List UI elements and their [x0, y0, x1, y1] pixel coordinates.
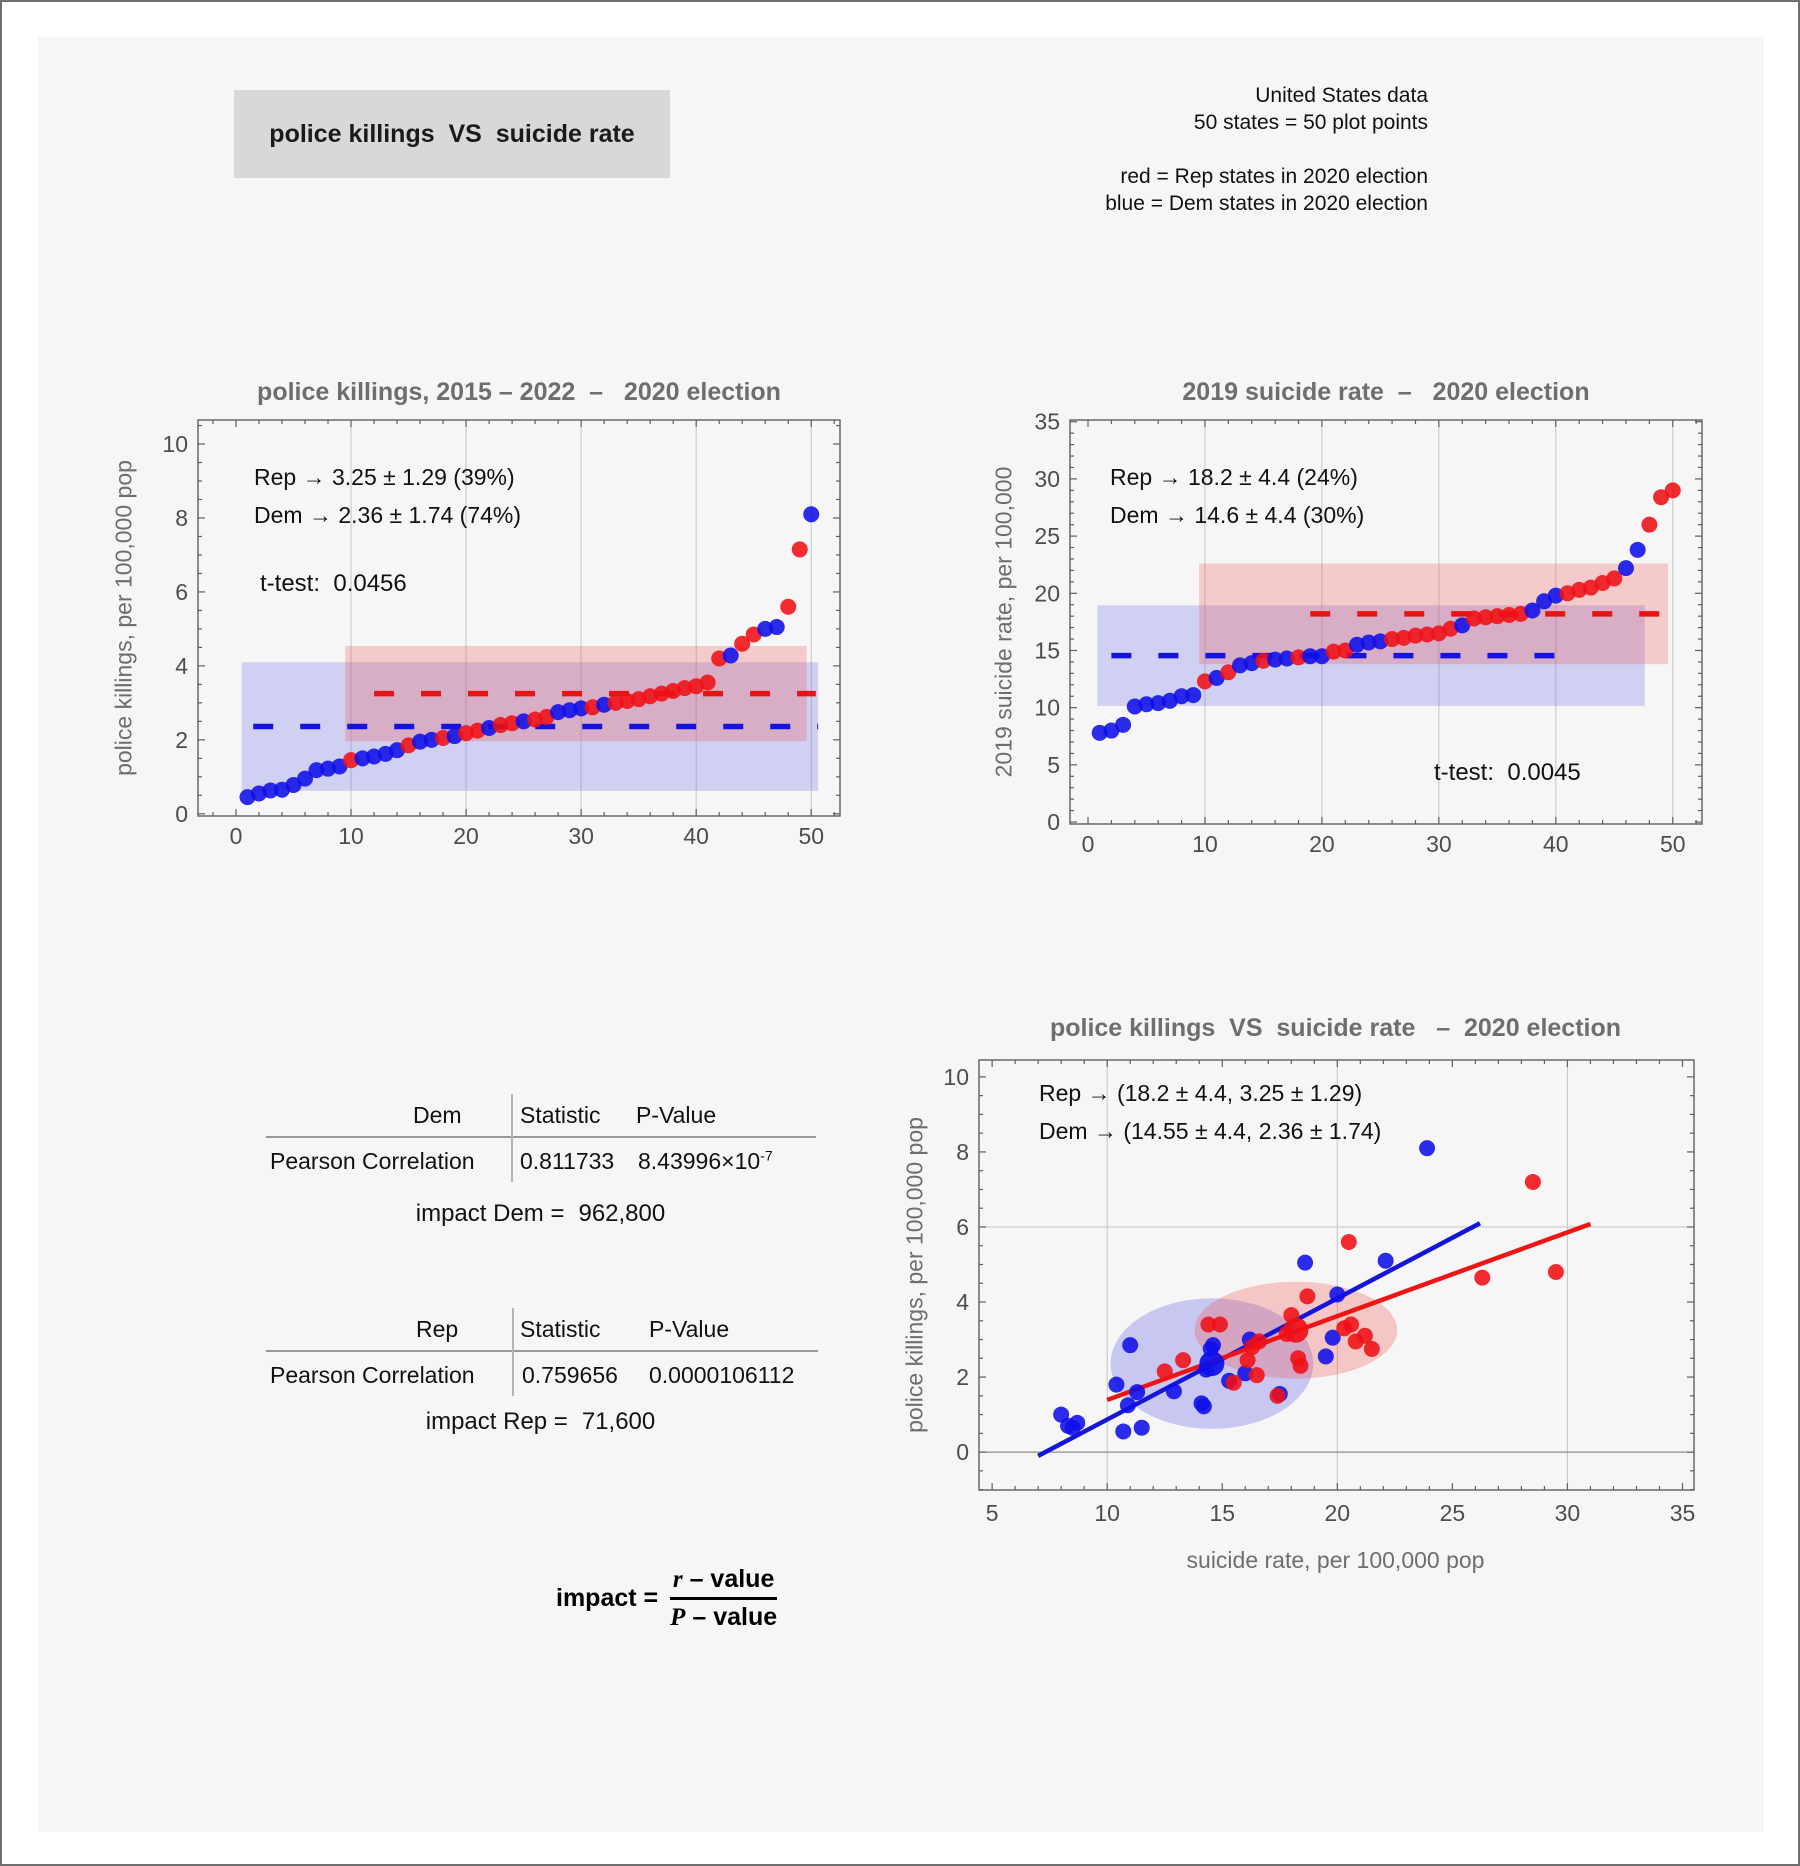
chart2-title: 2019 suicide rate – 2020 election — [1182, 378, 1590, 406]
svg-text:35: 35 — [1034, 409, 1060, 435]
suicide-rate-sorted: 0 10 20 30 40 50 0 5 10 15 20 25 30 35 — [1034, 409, 1703, 857]
chart1-annotation-rep: Rep → 3.25 ± 1.29 (39%) — [254, 464, 515, 490]
svg-text:10: 10 — [943, 1064, 969, 1090]
formula-numerator: r – value — [672, 1565, 775, 1593]
svg-text:15: 15 — [1209, 1500, 1235, 1526]
chart3-ylabel: police killings, per 100,000 pop — [901, 1117, 928, 1433]
formula-lhs: impact = — [556, 1584, 659, 1612]
info-line-4: blue = Dem states in 2020 election — [1105, 192, 1428, 215]
dem-table-col-statistic: Statistic — [520, 1102, 601, 1128]
svg-text:5: 5 — [1047, 752, 1060, 778]
rep-table-row-label: Pearson Correlation — [270, 1362, 475, 1388]
svg-text:20: 20 — [1034, 580, 1060, 606]
rep-table-col-statistic: Statistic — [520, 1316, 601, 1342]
svg-text:0: 0 — [1047, 809, 1060, 835]
info-line-1: United States data — [1255, 84, 1428, 107]
svg-text:6: 6 — [956, 1214, 969, 1240]
svg-text:10: 10 — [162, 431, 188, 457]
main-title-box: police killings VS suicide rate — [234, 90, 670, 178]
chart1-ttest: t-test: 0.0456 — [260, 570, 407, 597]
svg-text:0: 0 — [175, 801, 188, 827]
svg-text:2: 2 — [175, 727, 188, 753]
svg-text:10: 10 — [1094, 1500, 1120, 1526]
svg-text:40: 40 — [683, 823, 709, 849]
chart2-annotation-dem: Dem → 14.6 ± 4.4 (30%) — [1110, 502, 1365, 528]
dem-table-col-pvalue: P-Value — [636, 1102, 717, 1128]
dem-table-divider — [511, 1094, 513, 1182]
rep-table-divider — [512, 1308, 514, 1396]
chart3-title: police killings VS suicide rate – 2020 e… — [1049, 1014, 1622, 1042]
svg-text:20: 20 — [1325, 1500, 1351, 1526]
dem-table-row-label: Pearson Correlation — [270, 1148, 475, 1174]
svg-text:50: 50 — [798, 823, 824, 849]
rep-table-corner: Rep — [416, 1316, 459, 1342]
svg-text:35: 35 — [1670, 1500, 1696, 1526]
svg-text:5: 5 — [986, 1500, 999, 1526]
chart1-title: police killings, 2015 – 2022 – 2020 elec… — [257, 378, 781, 406]
svg-text:2: 2 — [956, 1364, 969, 1390]
svg-text:30: 30 — [1555, 1500, 1581, 1526]
svg-text:10: 10 — [338, 823, 364, 849]
svg-text:30: 30 — [568, 823, 594, 849]
svg-text:40: 40 — [1543, 831, 1569, 857]
svg-text:0: 0 — [956, 1439, 969, 1465]
svg-text:30: 30 — [1034, 466, 1060, 492]
killings-vs-suicide-scatter: 5 10 15 20 25 30 35 0 2 4 6 8 10 — [943, 1059, 1696, 1526]
points-group — [1053, 1140, 1564, 1440]
main-title: police killings VS suicide rate — [269, 119, 635, 148]
chart2-ttest: t-test: 0.0045 — [1434, 759, 1581, 786]
svg-text:20: 20 — [453, 823, 479, 849]
fraction-bar — [670, 1597, 778, 1600]
content-panel: police killings VS suicide rate United S… — [38, 37, 1764, 1832]
chart1-ylabel: police killings, per 100,000 pop — [110, 460, 137, 776]
svg-text:20: 20 — [1309, 831, 1335, 857]
rep-table-rule — [266, 1350, 818, 1352]
svg-text:50: 50 — [1660, 831, 1686, 857]
chart2-ylabel: 2019 suicide rate, per 100,000 — [990, 466, 1017, 778]
info-block: United States data 50 states = 50 plot p… — [1105, 82, 1428, 217]
svg-text:10: 10 — [1192, 831, 1218, 857]
dem-table-rule — [266, 1136, 816, 1138]
rep-impact: impact Rep = 71,600 — [425, 1408, 656, 1435]
points-group — [239, 506, 820, 806]
dem-table-pvalue: 8.43996×10-7 — [638, 1148, 773, 1174]
dem-impact: impact Dem = 962,800 — [415, 1200, 666, 1227]
chart3-annotation-rep: Rep → (18.2 ± 4.4, 3.25 ± 1.29) — [1039, 1080, 1363, 1106]
formula-fraction: r – value P – value — [670, 1565, 778, 1632]
chart2-annotation-rep: Rep → 18.2 ± 4.4 (24%) — [1110, 464, 1358, 490]
svg-text:6: 6 — [175, 579, 188, 605]
svg-text:8: 8 — [956, 1139, 969, 1165]
rep-table-statistic-value: 0.759656 — [522, 1362, 618, 1388]
police-killings-sorted: 0 10 20 30 40 50 0 2 4 6 8 10 — [162, 419, 841, 849]
svg-text:15: 15 — [1034, 637, 1060, 663]
svg-text:4: 4 — [175, 653, 188, 679]
svg-text:8: 8 — [175, 505, 188, 531]
formula-denominator: P – value — [670, 1603, 778, 1631]
impact-formula: impact = r – value P – value — [556, 1565, 778, 1632]
points-group — [1091, 482, 1681, 741]
svg-text:0: 0 — [230, 823, 243, 849]
svg-text:0: 0 — [1082, 831, 1095, 857]
svg-text:30: 30 — [1426, 831, 1452, 857]
svg-text:25: 25 — [1034, 523, 1060, 549]
chart3-annotation-dem: Dem → (14.55 ± 4.4, 2.36 ± 1.74) — [1039, 1118, 1382, 1144]
dem-table-statistic-value: 0.811733 — [520, 1148, 615, 1174]
dem-table-corner: Dem — [413, 1102, 462, 1128]
chart3-xlabel: suicide rate, per 100,000 pop — [1186, 1547, 1485, 1573]
svg-text:10: 10 — [1034, 695, 1060, 721]
info-line-3: red = Rep states in 2020 election — [1120, 165, 1428, 188]
rep-table-pvalue: 0.0000106112 — [649, 1362, 795, 1388]
info-line-2: 50 states = 50 plot points — [1193, 111, 1428, 134]
svg-text:25: 25 — [1440, 1500, 1466, 1526]
svg-text:4: 4 — [956, 1289, 969, 1315]
rep-table-col-pvalue: P-Value — [649, 1316, 730, 1342]
chart1-annotation-dem: Dem → 2.36 ± 1.74 (74%) — [254, 502, 522, 528]
